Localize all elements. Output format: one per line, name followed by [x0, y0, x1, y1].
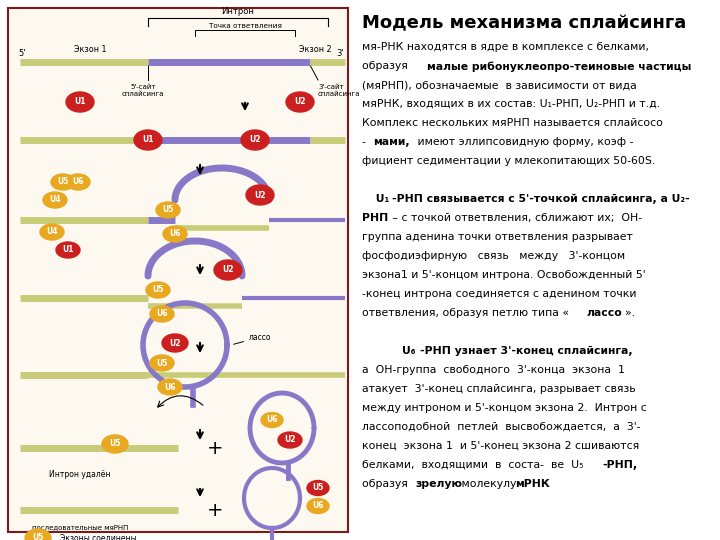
Text: U5: U5 — [156, 359, 168, 368]
Ellipse shape — [241, 130, 269, 150]
Text: Экзоны соединены: Экзоны соединены — [60, 534, 137, 540]
Text: 5'-сайт
сплайсинга: 5'-сайт сплайсинга — [122, 84, 164, 97]
Text: .: . — [547, 479, 550, 489]
Ellipse shape — [156, 202, 180, 218]
Ellipse shape — [66, 174, 90, 190]
Text: Экзон 2: Экзон 2 — [299, 45, 331, 55]
Ellipse shape — [261, 413, 283, 428]
Text: U1: U1 — [74, 98, 86, 106]
Text: мяРНК, входящих в их состав: U₁-РНП, U₂-РНП и т.д.: мяРНК, входящих в их состав: U₁-РНП, U₂-… — [362, 99, 660, 109]
Text: U5: U5 — [109, 440, 121, 449]
Text: U6: U6 — [164, 382, 176, 392]
Text: зрелую: зрелую — [415, 479, 462, 489]
Text: U2: U2 — [249, 136, 261, 145]
Text: ».: ». — [625, 308, 635, 318]
Text: конец  экзона 1  и 5'-конец экзона 2 сшиваются: конец экзона 1 и 5'-конец экзона 2 сшива… — [362, 441, 639, 451]
Text: U2: U2 — [222, 266, 234, 274]
Text: Интрон: Интрон — [222, 7, 254, 16]
Text: U2: U2 — [294, 98, 306, 106]
Text: U5: U5 — [58, 178, 68, 186]
Text: малые рибонуклеопро-теиновые частицы: малые рибонуклеопро-теиновые частицы — [427, 61, 691, 71]
Text: атакует  3'-конец сплайсинга, разрывает связь: атакует 3'-конец сплайсинга, разрывает с… — [362, 384, 636, 394]
Ellipse shape — [56, 242, 80, 258]
Text: белками,  входящими  в  соста-  ве  U₅: белками, входящими в соста- ве U₅ — [362, 460, 583, 470]
Text: последовательные мяРНП: последовательные мяРНП — [32, 524, 128, 530]
Ellipse shape — [214, 260, 242, 280]
Text: U6: U6 — [72, 178, 84, 186]
Text: 3': 3' — [336, 49, 344, 58]
Text: фосфодиэфирную   связь   между   3'-концом: фосфодиэфирную связь между 3'-концом — [362, 251, 625, 261]
FancyBboxPatch shape — [8, 8, 348, 532]
Text: мами,: мами, — [373, 137, 410, 147]
Text: U₁: U₁ — [372, 194, 390, 204]
Text: а  ОН-группа  свободного  3'-конца  экзона  1: а ОН-группа свободного 3'-конца экзона 1 — [362, 365, 625, 375]
Text: Комплекс нескольких мяРНП называется сплайсосо: Комплекс нескольких мяРНП называется спл… — [362, 118, 663, 128]
Text: U4: U4 — [46, 227, 58, 237]
Ellipse shape — [307, 498, 329, 514]
Text: U5: U5 — [312, 483, 324, 492]
Text: имеют эллипсовидную форму, коэф -: имеют эллипсовидную форму, коэф - — [414, 137, 634, 147]
Text: группа аденина точки ответвления разрывает: группа аденина точки ответвления разрыва… — [362, 232, 633, 242]
Text: мя-РНК находятся в ядре в комплексе с белками,: мя-РНК находятся в ядре в комплексе с бе… — [362, 42, 649, 52]
Ellipse shape — [102, 435, 128, 453]
Text: образуя: образуя — [362, 61, 415, 71]
Ellipse shape — [158, 379, 182, 395]
Text: -РНП узнает 3'-конец сплайсинга,: -РНП узнает 3'-конец сплайсинга, — [420, 346, 633, 356]
Text: U2: U2 — [284, 435, 296, 444]
Ellipse shape — [163, 226, 187, 242]
Text: экзона1 и 5'-концом интрона. Освобожденный 5': экзона1 и 5'-концом интрона. Освобожденн… — [362, 270, 646, 280]
Text: U6: U6 — [169, 230, 181, 239]
Text: лассоподобной  петлей  высвобождается,  а  3'-: лассоподобной петлей высвобождается, а 3… — [362, 422, 641, 432]
Text: молекулу: молекулу — [458, 479, 520, 489]
Text: образуя: образуя — [362, 479, 411, 489]
Text: (мяРНП), обозначаемые  в зависимости от вида: (мяРНП), обозначаемые в зависимости от в… — [362, 80, 636, 90]
Text: U4: U4 — [49, 195, 60, 205]
Text: U5: U5 — [162, 206, 174, 214]
Text: Интрон удалён: Интрон удалён — [49, 470, 111, 479]
Text: -: - — [362, 137, 369, 147]
Text: РНП: РНП — [362, 213, 388, 223]
Text: U1: U1 — [62, 246, 73, 254]
Ellipse shape — [66, 92, 94, 112]
Text: U6: U6 — [156, 309, 168, 319]
Text: U5: U5 — [153, 286, 163, 294]
Ellipse shape — [150, 355, 174, 371]
Text: -РНП,: -РНП, — [602, 460, 637, 470]
Ellipse shape — [307, 481, 329, 496]
Text: между интроном и 5'-концом экзона 2.  Интрон с: между интроном и 5'-концом экзона 2. Инт… — [362, 403, 647, 413]
Ellipse shape — [278, 432, 302, 448]
Ellipse shape — [146, 282, 170, 298]
Text: -конец интрона соединяется с аденином точки: -конец интрона соединяется с аденином то… — [362, 289, 636, 299]
Text: U1: U1 — [143, 136, 154, 145]
Text: U2: U2 — [254, 191, 266, 199]
Ellipse shape — [246, 185, 274, 205]
Ellipse shape — [286, 92, 314, 112]
Text: U2: U2 — [169, 339, 181, 348]
Text: ответвления, образуя петлю типа «: ответвления, образуя петлю типа « — [362, 308, 569, 318]
Text: U6: U6 — [312, 502, 324, 510]
Text: мРНК: мРНК — [515, 479, 550, 489]
Text: -РНП связывается с 5'-точкой сплайсинга, а U₂-: -РНП связывается с 5'-точкой сплайсинга,… — [392, 194, 690, 204]
Text: U₆: U₆ — [402, 346, 415, 356]
Text: – с точкой ответвления, сближают их;  ОН-: – с точкой ответвления, сближают их; ОН- — [389, 213, 642, 223]
Ellipse shape — [43, 192, 67, 208]
Ellipse shape — [134, 130, 162, 150]
Text: U5: U5 — [32, 534, 44, 540]
Text: 3'-сайт
сплайсинга: 3'-сайт сплайсинга — [318, 84, 361, 97]
Text: лассо: лассо — [234, 333, 271, 345]
Text: фициент седиментации у млекопитающих 50-60S.: фициент седиментации у млекопитающих 50-… — [362, 156, 655, 166]
Ellipse shape — [40, 224, 64, 240]
Text: Экзон 1: Экзон 1 — [73, 45, 107, 55]
Ellipse shape — [25, 529, 51, 540]
Text: Модель механизма сплайсинга: Модель механизма сплайсинга — [362, 14, 686, 32]
Ellipse shape — [150, 306, 174, 322]
Text: Точка ответвления: Точка ответвления — [209, 23, 282, 29]
Ellipse shape — [162, 334, 188, 352]
Ellipse shape — [51, 174, 75, 190]
Text: +: + — [207, 438, 223, 457]
Text: +: + — [207, 501, 223, 519]
Text: лассо: лассо — [586, 308, 622, 318]
Text: 5': 5' — [18, 49, 25, 58]
Text: U6: U6 — [266, 415, 278, 424]
